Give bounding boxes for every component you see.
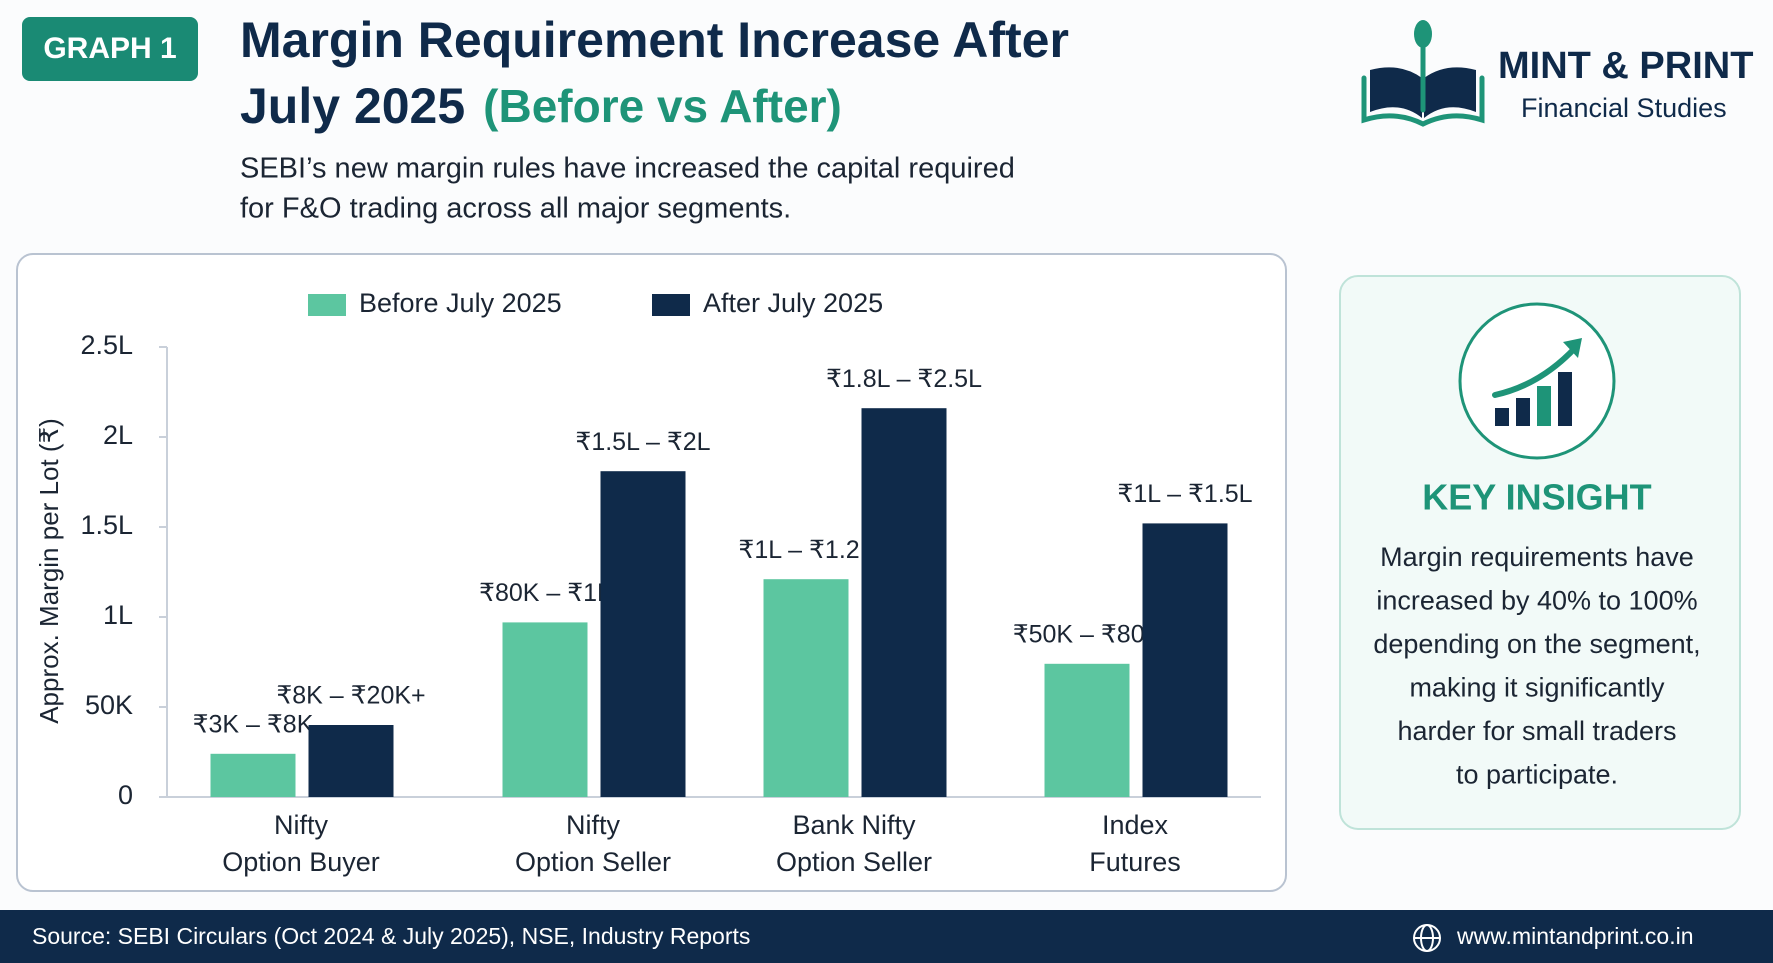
bar [308,725,394,797]
title-accent: (Before vs After) [483,80,842,132]
insight-line: harder for small traders [1397,716,1676,746]
insight-line: Margin requirements have [1380,542,1694,572]
y-tick-label: 2.5L [80,330,133,360]
bar-annotation: ₹1L – ₹1.5L [1117,480,1252,508]
bar [210,753,296,797]
x-tick-label: Option Seller [776,847,932,877]
insight-card [1339,275,1741,830]
bar-annotation: ₹1.8L – ₹2.5L [826,365,982,393]
legend-swatch [652,294,690,316]
y-tick-label: 0 [118,780,133,810]
source: Source: SEBI Circulars (Oct 2024 & July … [32,923,750,949]
bar [600,471,686,797]
bar-annotation: ₹8K – ₹20K+ [276,682,425,710]
insight-icon [1458,302,1616,460]
y-tick-label: 1L [103,600,133,630]
bar-annotation: ₹80K – ₹1L [479,579,611,607]
x-tick-label: Futures [1089,847,1181,877]
y-tick-label: 50K [85,690,133,720]
bar [763,579,849,797]
insight-body: Margin requirements have increased by 40%… [1373,542,1700,790]
chart: Approx. Margin per Lot (₹) 0 50K 1L 1.5L 2L 2.… [34,288,1261,877]
subtitle: for F&O trading across all major segment… [240,193,791,225]
bar [1142,523,1228,797]
x-tick-label: Option Seller [515,847,671,877]
x-tick-label: Nifty [566,810,621,840]
x-tick-label: Nifty [274,810,329,840]
logo-tagline: Financial Studies [1521,93,1727,123]
x-tick-label: Index [1102,810,1169,840]
legend-label: Before July 2025 [359,288,562,318]
logo-name: MINT & PRINT [1498,45,1753,87]
bar-annotation: ₹1.5L – ₹2L [575,428,710,456]
badge-text: GRAPH 1 [43,32,176,65]
insight-line: increased by 40% to 100% [1376,586,1697,616]
y-tick-label: 1.5L [80,510,133,540]
legend-swatch [308,294,346,316]
bar-annotation: ₹3K – ₹8K [193,710,314,738]
title-line2: July 2025 (Before vs After) [240,78,842,134]
subtitle: SEBI’s new margin rules have increased t… [240,153,1015,185]
url[interactable]: www.mintandprint.co.in [1456,923,1694,949]
title-main: July 2025 [240,78,465,134]
badge [22,17,198,81]
title: Margin Requirement Increase After [240,12,1069,68]
x-tick-label: Option Buyer [222,847,380,877]
insight-line: depending on the segment, [1373,629,1700,659]
insight-line: making it significantly [1409,673,1665,703]
insight-title: KEY INSIGHT [1422,477,1651,518]
insight-line: to participate. [1456,760,1618,790]
footer-bar [0,910,1773,963]
globe-icon [1413,924,1441,952]
x-tick-label: Bank Nifty [792,810,916,840]
logo-icon [1361,20,1485,127]
bar [502,622,588,797]
bar-annotation: ₹50K – ₹80K [1013,620,1162,648]
bar [861,408,947,797]
bar-annotation: ₹1L – ₹1.2L [738,536,873,564]
legend-label: After July 2025 [703,288,883,318]
y-axis-label: Approx. Margin per Lot (₹) [34,418,64,724]
bar [1044,663,1130,797]
y-tick-label: 2L [103,420,133,450]
